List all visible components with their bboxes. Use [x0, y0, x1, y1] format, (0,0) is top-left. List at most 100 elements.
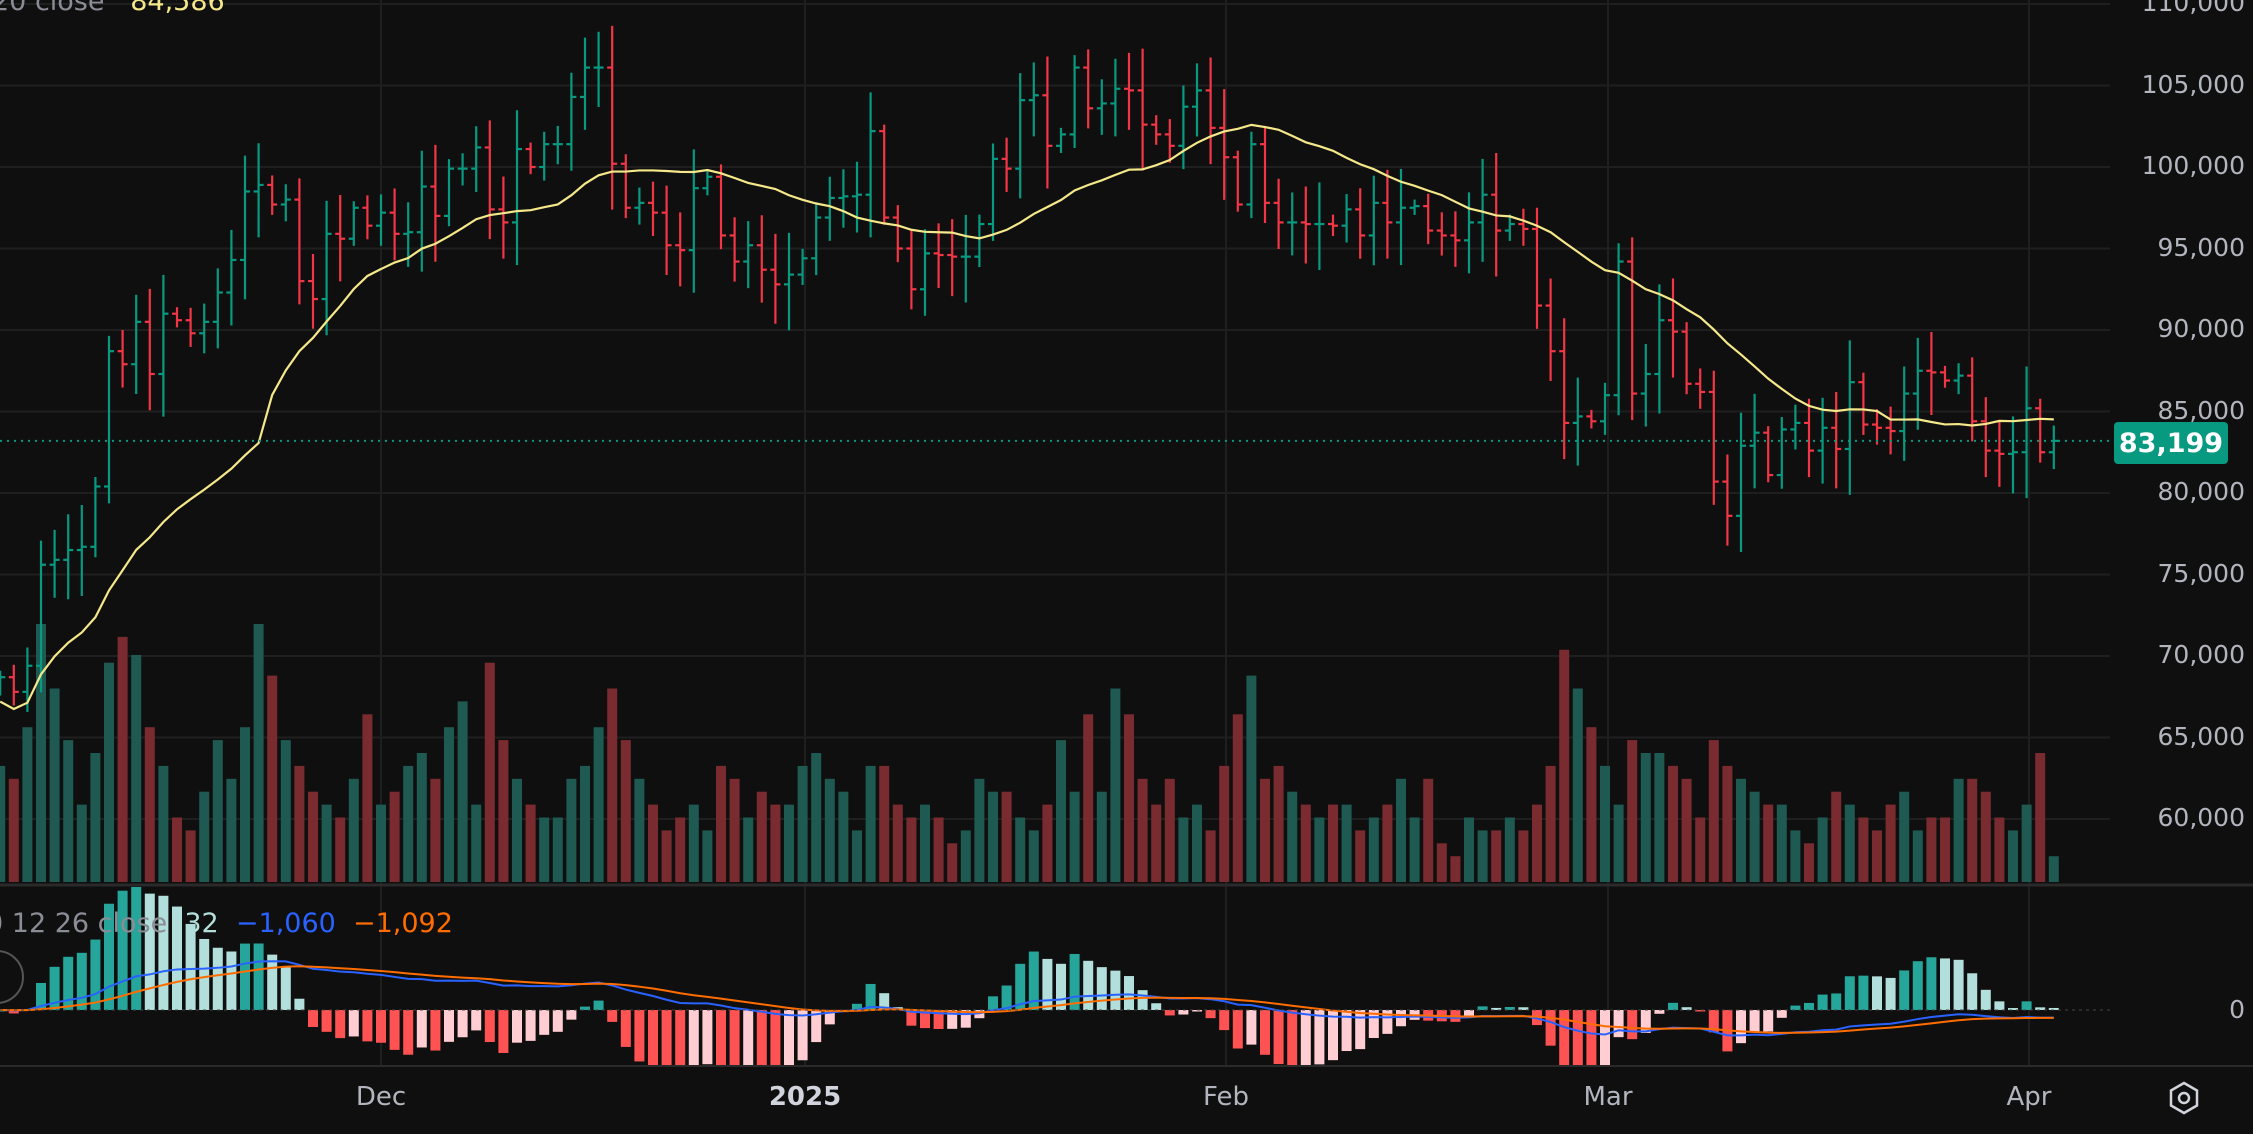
macd-histogram-bar — [566, 1010, 577, 1020]
volume-bar — [661, 830, 672, 882]
macd-histogram-bar — [49, 966, 60, 1010]
macd-histogram-bar — [1749, 1010, 1760, 1032]
volume-bar — [1464, 817, 1474, 882]
macd-histogram-bar — [1613, 1010, 1624, 1038]
volume-bar — [620, 740, 631, 882]
macd-histogram-bar — [1817, 994, 1828, 1010]
volume-bar — [131, 654, 142, 882]
ohlc-bar — [1178, 85, 1189, 170]
macd-histogram-bar — [811, 1010, 822, 1043]
volume-bar — [471, 804, 482, 882]
volume-bar — [389, 791, 400, 882]
ohlc-bar — [2048, 425, 2059, 470]
price-axis-label: 90,000 — [2157, 314, 2245, 343]
volume-bar — [22, 727, 33, 882]
volume-bar — [1858, 817, 1869, 882]
volume-bar — [1831, 791, 1842, 882]
volume-bar — [1423, 778, 1434, 882]
volume-bar — [1056, 740, 1066, 882]
ohlc-bar — [1151, 115, 1162, 145]
ohlc-bar — [280, 184, 291, 222]
ohlc-bar — [1518, 208, 1529, 246]
ohlc-bar — [1586, 409, 1597, 429]
volume-bar — [280, 740, 291, 882]
ohlc-bar — [1980, 397, 1991, 478]
macd-histogram-bar — [1300, 1010, 1311, 1065]
macd-histogram-bar — [1858, 975, 1869, 1010]
volume-bar — [1192, 804, 1202, 882]
ohlc-bar — [892, 205, 903, 263]
volume-bar — [1654, 753, 1665, 882]
volume-bar — [1001, 791, 1012, 882]
ohlc-bar — [1681, 322, 1692, 395]
ohlc-bar — [471, 126, 482, 192]
macd-histogram-bar — [1205, 1010, 1216, 1019]
volume-bar — [1436, 843, 1447, 882]
ohlc-bar — [566, 72, 577, 171]
ohlc-bar — [988, 143, 998, 241]
volume-bar — [1940, 817, 1950, 882]
volume-bar — [1015, 817, 1026, 882]
volume-bar — [2008, 830, 2018, 882]
ohlc-bar — [267, 175, 278, 215]
volume-bar — [430, 778, 441, 882]
ohlc-bar — [1776, 417, 1787, 489]
time-axis-label: Dec — [355, 1082, 407, 1112]
macd-histogram-bar — [1328, 1010, 1338, 1061]
volume-bar — [1151, 804, 1162, 882]
volume-bar — [376, 804, 386, 882]
macd-line — [0, 960, 2054, 1037]
volume-bar — [1994, 817, 2005, 882]
macd-histogram-bar — [1912, 961, 1923, 1010]
gear-hexagon-icon[interactable] — [2166, 1080, 2202, 1116]
volume-bar — [104, 662, 114, 882]
macd-histogram-bar — [1695, 1010, 1706, 1012]
ohlc-bar — [457, 153, 468, 186]
volume-bar — [1613, 804, 1624, 882]
ohlc-bar — [525, 142, 536, 175]
macd-histogram-bar — [552, 1010, 563, 1032]
macd-histogram-value: 32 — [184, 908, 219, 939]
volume-bar — [403, 765, 414, 882]
ohlc-bar — [974, 214, 985, 268]
ohlc-bar — [76, 505, 87, 596]
macd-histogram-bar — [933, 1010, 944, 1029]
macd-histogram-bar — [131, 887, 142, 1010]
volume-bar — [1708, 740, 1719, 882]
macd-histogram-bar — [906, 1010, 917, 1026]
ohlc-bar — [1572, 377, 1583, 466]
macd-histogram-bar — [1736, 1010, 1746, 1044]
macd-histogram-bar — [1654, 1010, 1665, 1014]
ohlc-bar — [729, 217, 740, 282]
ohlc-bar — [1382, 169, 1393, 259]
volume-bar — [1232, 714, 1243, 882]
ohlc-bar — [1736, 412, 1746, 553]
ohlc-bar — [49, 529, 60, 598]
last-price-badge: 83,199 — [2114, 422, 2228, 464]
ohlc-bar — [512, 110, 522, 266]
macd-histogram-bar — [1790, 1005, 1801, 1010]
macd-signal-line — [0, 965, 2054, 1034]
macd-histogram-bar — [1246, 1010, 1257, 1045]
ohlc-bar — [1545, 278, 1556, 381]
ohlc-bar — [403, 202, 414, 267]
volume-bar — [321, 804, 332, 882]
ohlc-bar — [1967, 357, 1978, 442]
macd-histogram-bar — [1192, 1010, 1202, 1012]
volume-bar — [729, 778, 740, 882]
ohlc-bar — [1056, 127, 1066, 153]
price-axis-label: 105,000 — [2141, 69, 2245, 99]
ohlc-bar — [661, 185, 672, 276]
volume-bar — [1532, 804, 1542, 882]
macd-legend: 0 12 26 close 32 −1,060 −1,092 — [0, 908, 453, 939]
volume-bar — [1736, 778, 1746, 882]
ohlc-bar — [335, 195, 346, 282]
volume-bar — [117, 636, 128, 882]
macd-histogram-bar — [294, 998, 305, 1010]
ohlc-bar — [580, 37, 590, 130]
volume-bar — [185, 830, 196, 882]
ohlc-bar — [376, 194, 386, 246]
volume-bar — [865, 765, 876, 882]
ohlc-bar — [36, 540, 46, 693]
